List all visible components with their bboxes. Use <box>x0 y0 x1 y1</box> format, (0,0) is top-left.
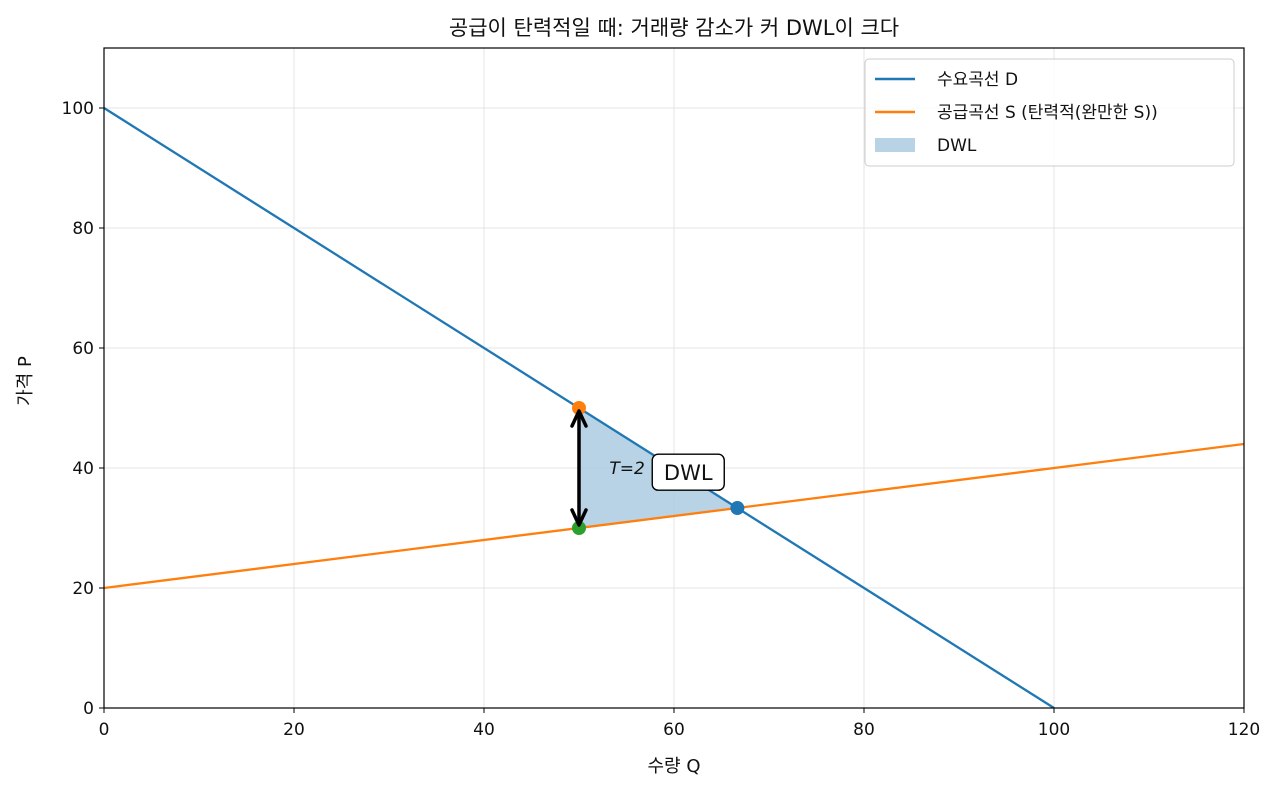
legend-label: DWL <box>937 136 977 156</box>
markers <box>572 401 745 535</box>
seller-price-point <box>572 521 586 535</box>
chart-title: 공급이 탄력적일 때: 거래량 감소가 커 DWL이 크다 <box>449 16 899 40</box>
tax-arrow-layer <box>570 409 588 527</box>
x-tick-label: 20 <box>283 720 305 740</box>
y-tick-label: 0 <box>83 699 94 719</box>
equilibrium-point <box>730 501 745 516</box>
x-tick-label: 0 <box>99 720 110 740</box>
annotations: T=2 DWL <box>609 453 725 491</box>
y-tick-label: 40 <box>72 459 94 479</box>
legend: 수요곡선 D 공급곡선 S (탄력적(완만한 S)) DWL <box>864 58 1235 167</box>
y-tick-label: 60 <box>72 339 94 359</box>
x-tick-label: 100 <box>1038 720 1070 740</box>
y-tick-label: 20 <box>72 579 94 599</box>
supply-curve-line <box>104 442 1244 590</box>
tax-label: T=2 <box>609 459 644 479</box>
dwl-label-box <box>651 453 725 491</box>
x-tick-label: 60 <box>663 720 685 740</box>
axis-ticks: 0 20 40 60 80 100 120 0 20 40 60 80 100 <box>62 99 1261 740</box>
x-tick-label: 80 <box>853 720 875 740</box>
y-axis-label: 가격 P <box>15 356 36 406</box>
tax-arrow-head-bottom <box>570 508 588 527</box>
y-tick-label: 100 <box>62 99 94 119</box>
legend-label: 공급곡선 S (탄력적(완만한 S)) <box>937 103 1158 123</box>
legend-label: 수요곡선 D <box>937 70 1018 90</box>
x-axis-label: 수량 Q <box>647 756 700 777</box>
x-tick-label: 40 <box>473 720 495 740</box>
legend-swatch <box>875 138 915 152</box>
legend-box <box>864 58 1235 167</box>
buyer-price-point <box>572 401 586 415</box>
x-tick-label: 120 <box>1228 720 1260 740</box>
dwl-label: DWL <box>664 461 713 485</box>
tax-arrow-head-top <box>570 409 588 428</box>
y-tick-label: 80 <box>72 219 94 239</box>
